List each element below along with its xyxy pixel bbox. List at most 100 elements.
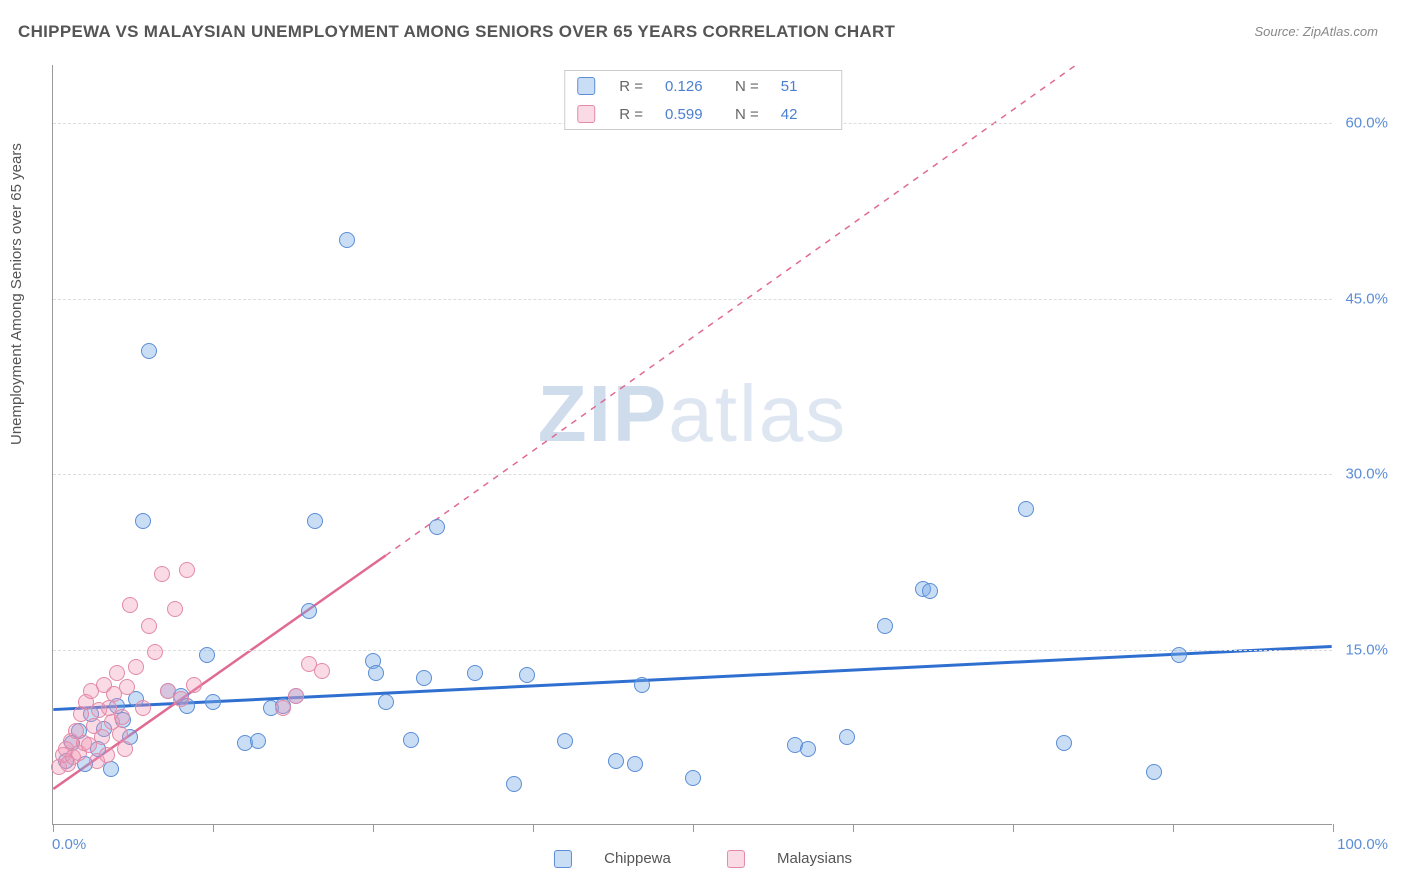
x-tick xyxy=(1173,824,1174,832)
point-chippewa xyxy=(839,729,855,745)
point-chippewa xyxy=(307,513,323,529)
point-chippewa xyxy=(1056,735,1072,751)
point-chippewa xyxy=(141,343,157,359)
point-chippewa xyxy=(685,770,701,786)
y-tick-label: 30.0% xyxy=(1345,466,1388,483)
r-value: 0.126 xyxy=(665,78,713,95)
point-malaysians xyxy=(99,747,115,763)
point-chippewa xyxy=(103,761,119,777)
point-chippewa xyxy=(199,647,215,663)
legend-swatch xyxy=(554,850,572,868)
y-tick-label: 45.0% xyxy=(1345,290,1388,307)
x-tick xyxy=(693,824,694,832)
point-chippewa xyxy=(339,232,355,248)
gridline-h xyxy=(53,299,1332,300)
point-malaysians xyxy=(314,663,330,679)
point-chippewa xyxy=(800,741,816,757)
point-chippewa xyxy=(1018,501,1034,517)
legend-swatch xyxy=(577,105,595,123)
legend-swatch xyxy=(727,850,745,868)
y-tick-label: 15.0% xyxy=(1345,641,1388,658)
point-chippewa xyxy=(378,694,394,710)
point-chippewa xyxy=(506,776,522,792)
legend-stats-row: R = 0.126 N = 51 xyxy=(567,73,839,99)
point-chippewa xyxy=(557,733,573,749)
point-malaysians xyxy=(122,597,138,613)
chart-title: CHIPPEWA VS MALAYSIAN UNEMPLOYMENT AMONG… xyxy=(18,22,895,42)
legend-stats-row: R = 0.599 N = 42 xyxy=(567,101,839,127)
source-attribution: Source: ZipAtlas.com xyxy=(1254,24,1378,39)
gridline-h xyxy=(53,474,1332,475)
point-chippewa xyxy=(250,733,266,749)
point-malaysians xyxy=(275,700,291,716)
trend-line xyxy=(53,647,1331,710)
x-tick xyxy=(213,824,214,832)
point-chippewa xyxy=(627,756,643,772)
n-value: 51 xyxy=(781,78,829,95)
point-chippewa xyxy=(416,670,432,686)
point-chippewa xyxy=(877,618,893,634)
legend-swatch xyxy=(577,77,595,95)
point-malaysians xyxy=(112,726,128,742)
legend-stats-box: R = 0.126 N = 51 R = 0.599 N = 42 xyxy=(564,70,842,130)
point-malaysians xyxy=(117,741,133,757)
n-label: N = xyxy=(725,73,769,99)
point-malaysians xyxy=(119,679,135,695)
x-tick xyxy=(533,824,534,832)
r-value: 0.599 xyxy=(665,106,713,123)
legend-item: Malaysians xyxy=(713,850,866,867)
x-tick xyxy=(1013,824,1014,832)
x-tick-label-100: 100.0% xyxy=(1337,836,1388,853)
point-chippewa xyxy=(368,665,384,681)
point-malaysians xyxy=(141,618,157,634)
point-chippewa xyxy=(519,667,535,683)
plot-area: ZIPatlas xyxy=(52,65,1332,825)
point-malaysians xyxy=(167,601,183,617)
point-malaysians xyxy=(135,700,151,716)
source-value: ZipAtlas.com xyxy=(1303,24,1378,39)
point-chippewa xyxy=(403,732,419,748)
watermark-light: atlas xyxy=(668,369,847,458)
y-tick-label: 60.0% xyxy=(1345,115,1388,132)
point-chippewa xyxy=(922,583,938,599)
point-chippewa xyxy=(608,753,624,769)
point-chippewa xyxy=(634,677,650,693)
source-label: Source: xyxy=(1254,24,1302,39)
n-value: 42 xyxy=(781,106,829,123)
point-malaysians xyxy=(154,566,170,582)
watermark-bold: ZIP xyxy=(538,369,668,458)
trend-line-dashed xyxy=(386,65,1076,555)
r-label: R = xyxy=(609,73,653,99)
x-tick xyxy=(853,824,854,832)
n-label: N = xyxy=(725,101,769,127)
point-malaysians xyxy=(147,644,163,660)
x-tick xyxy=(1333,824,1334,832)
point-malaysians xyxy=(94,729,110,745)
point-chippewa xyxy=(135,513,151,529)
point-chippewa xyxy=(1171,647,1187,663)
point-malaysians xyxy=(179,562,195,578)
legend-label: Chippewa xyxy=(604,850,671,867)
watermark: ZIPatlas xyxy=(538,368,847,460)
point-chippewa xyxy=(1146,764,1162,780)
point-chippewa xyxy=(301,603,317,619)
legend-bottom: Chippewa Malaysians xyxy=(526,850,880,868)
gridline-h xyxy=(53,650,1332,651)
legend-item: Chippewa xyxy=(540,850,685,867)
point-malaysians xyxy=(128,659,144,675)
y-axis-label: Unemployment Among Seniors over 65 years xyxy=(8,143,25,445)
legend-label: Malaysians xyxy=(777,850,852,867)
x-tick xyxy=(53,824,54,832)
point-malaysians xyxy=(186,677,202,693)
trend-lines-svg xyxy=(53,65,1332,824)
point-chippewa xyxy=(205,694,221,710)
x-tick-label-0: 0.0% xyxy=(52,836,86,853)
x-tick xyxy=(373,824,374,832)
point-chippewa xyxy=(429,519,445,535)
r-label: R = xyxy=(609,101,653,127)
point-chippewa xyxy=(467,665,483,681)
point-malaysians xyxy=(114,709,130,725)
point-malaysians xyxy=(173,691,189,707)
point-malaysians xyxy=(109,665,125,681)
point-malaysians xyxy=(288,688,304,704)
